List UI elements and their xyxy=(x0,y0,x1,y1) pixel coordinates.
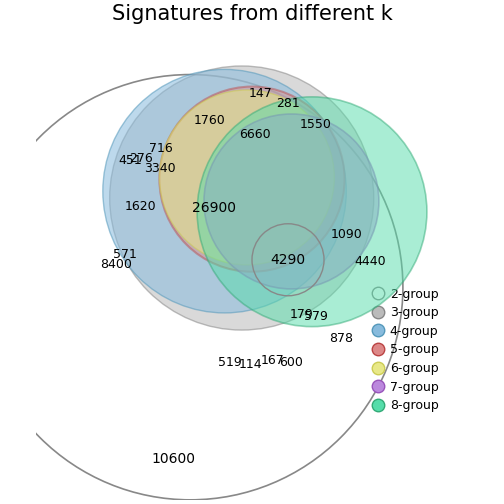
Circle shape xyxy=(204,114,379,289)
Text: 716: 716 xyxy=(149,142,173,155)
Circle shape xyxy=(103,70,346,313)
Text: 8400: 8400 xyxy=(101,259,133,271)
Text: 276: 276 xyxy=(129,152,152,165)
Text: 114: 114 xyxy=(238,358,262,371)
Title: Signatures from different k: Signatures from different k xyxy=(111,4,393,24)
Circle shape xyxy=(110,66,374,330)
Legend: 2-group, 3-group, 4-group, 5-group, 6-group, 7-group, 8-group: 2-group, 3-group, 4-group, 5-group, 6-gr… xyxy=(368,284,442,416)
Text: 26900: 26900 xyxy=(192,201,236,215)
Text: 167: 167 xyxy=(261,354,284,367)
Text: 179: 179 xyxy=(290,308,313,321)
Circle shape xyxy=(197,97,427,327)
Text: 3340: 3340 xyxy=(144,162,175,175)
Text: 571: 571 xyxy=(113,248,137,261)
Text: 1550: 1550 xyxy=(299,118,332,131)
Text: 519: 519 xyxy=(218,356,241,369)
Text: 4290: 4290 xyxy=(271,253,305,267)
Circle shape xyxy=(159,87,345,272)
Text: 600: 600 xyxy=(280,356,303,369)
Text: 1620: 1620 xyxy=(124,200,156,213)
Text: 1090: 1090 xyxy=(331,227,362,240)
Text: 281: 281 xyxy=(276,97,300,110)
Text: 878: 878 xyxy=(329,332,353,345)
Circle shape xyxy=(159,90,334,265)
Text: 579: 579 xyxy=(303,310,328,323)
Text: 6660: 6660 xyxy=(239,128,271,141)
Text: 10600: 10600 xyxy=(151,452,195,466)
Text: 147: 147 xyxy=(248,87,273,100)
Text: 1760: 1760 xyxy=(193,114,225,128)
Text: 4440: 4440 xyxy=(354,255,386,268)
Text: 451: 451 xyxy=(118,154,142,167)
